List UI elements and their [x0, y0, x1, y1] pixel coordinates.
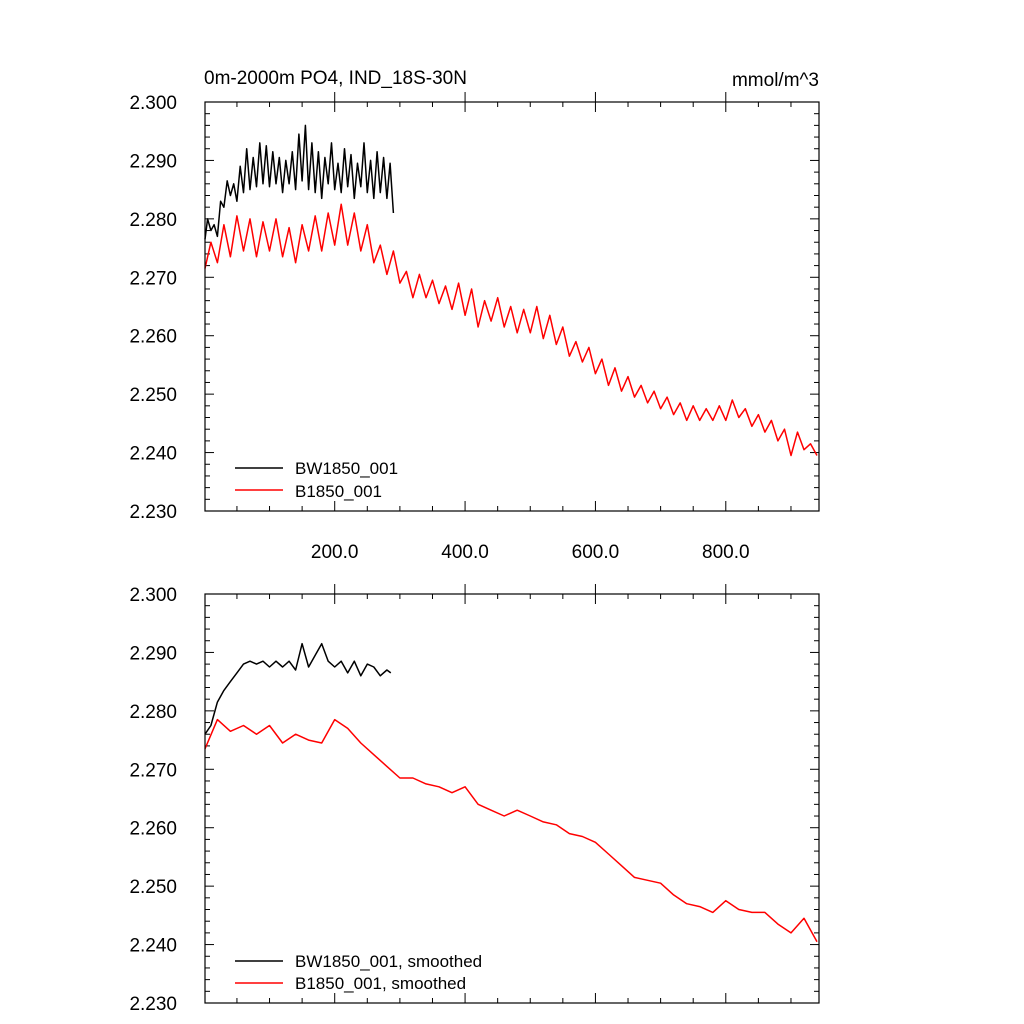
y-tick-label: 2.240	[129, 444, 177, 465]
legend-label-b1850-smoothed: B1850_001, smoothed	[295, 974, 466, 993]
y-tick-label: 2.280	[129, 210, 177, 231]
y-tick-label: 2.260	[129, 327, 177, 348]
legend-label-b1850: B1850_001	[295, 482, 382, 501]
legend-label-bw1850-smoothed: BW1850_001, smoothed	[295, 952, 482, 971]
panel-bottom: 2.230 2.240 2.250 2.260 2.270 2.280 2.290 2.300…	[129, 584, 820, 1015]
series-line-b1850	[204, 203, 818, 457]
bottom-plot-frame	[204, 593, 820, 1004]
y-tick-label: 2.270	[129, 760, 177, 781]
bottom-axes: 2.230 2.240 2.250 2.260 2.270 2.280 2.290 2.300	[129, 584, 819, 1015]
top-legend: BW1850_001 B1850_001	[235, 459, 398, 501]
bottom-series	[204, 642, 818, 943]
units-label: mmol/m^3	[732, 70, 819, 91]
y-tick-label: 2.230	[129, 502, 177, 523]
series-line-bw1850	[204, 642, 392, 735]
top-axes: 2.230 2.240 2.250 2.260 2.270 2.280 2.290 2.300…	[129, 92, 819, 563]
y-tick-label: 2.300	[129, 585, 177, 606]
bottom-legend: BW1850_001, smoothed B1850_001, smoothed	[235, 952, 482, 993]
y-tick-label: 2.250	[129, 877, 177, 898]
top-series	[204, 124, 818, 457]
x-tick-label: 400.0	[441, 542, 489, 563]
chart-title: 0m-2000m PO4, IND_18S-30N	[204, 68, 467, 89]
y-tick-label: 2.290	[129, 643, 177, 664]
y-tick-label: 2.280	[129, 702, 177, 723]
y-tick-label: 2.260	[129, 819, 177, 840]
y-tick-label: 2.250	[129, 385, 177, 406]
legend-label-bw1850: BW1850_001	[295, 459, 398, 478]
y-tick-label: 2.270	[129, 268, 177, 289]
y-tick-label: 2.230	[129, 994, 177, 1015]
x-tick-label: 800.0	[702, 542, 750, 563]
series-line-b1850	[204, 718, 818, 943]
x-tick-label: 200.0	[311, 542, 359, 563]
panel-top: 0m-2000m PO4, IND_18S-30N mmol/m^3 2.230…	[129, 68, 820, 563]
x-tick-label: 600.0	[572, 542, 620, 563]
y-tick-label: 2.240	[129, 936, 177, 957]
series-line-bw1850	[204, 124, 395, 240]
y-tick-label: 2.290	[129, 151, 177, 172]
top-plot-frame	[204, 101, 820, 512]
y-tick-label: 2.300	[129, 93, 177, 114]
